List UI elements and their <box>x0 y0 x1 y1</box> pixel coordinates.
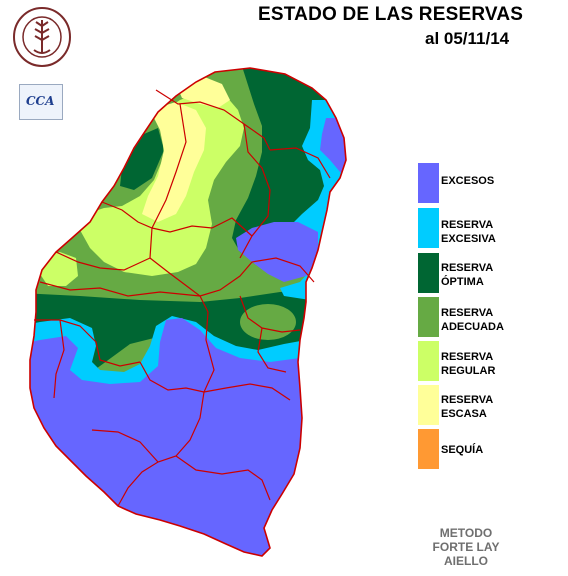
zone-excesos-ne <box>320 118 346 180</box>
department-borders <box>34 89 331 507</box>
legend-label-excesos: EXCESOS <box>441 175 495 187</box>
method-line-2: FORTE LAY <box>432 540 500 554</box>
bolsa-cereales-seal-logo <box>13 7 71 67</box>
method-note: METODO FORTE LAY AIELLO <box>424 526 508 568</box>
zone-escasa-center <box>142 102 206 222</box>
legend-label-regular: RESERVA REGULAR <box>441 351 496 377</box>
legend-swatch-escasa <box>418 385 439 425</box>
legend-label-optima: RESERVA ÓPTIMA <box>441 262 494 288</box>
zone-optima-nw <box>120 128 164 190</box>
cca-logo-text: CCA <box>26 94 55 108</box>
zone-excesos-east <box>236 222 318 282</box>
legend-swatch-excesos <box>418 163 439 203</box>
legend-swatch-excesiva <box>418 208 439 248</box>
legend-label-adecuada: RESERVA ADECUADA <box>441 307 504 333</box>
map-title: ESTADO DE LAS RESERVAS <box>258 4 524 25</box>
legend-swatch-adecuada <box>418 297 439 337</box>
legend-label-sequia: SEQUÍA <box>441 444 484 456</box>
legend-label-escasa: RESERVA ESCASA <box>441 394 494 420</box>
legend-swatch-regular <box>418 341 439 381</box>
legend-swatch-optima <box>418 253 439 293</box>
cca-logo: CCA <box>19 84 63 120</box>
map-date: al 05/11/14 <box>425 29 510 48</box>
method-line-1: METODO <box>439 526 493 540</box>
zone-adecuada-center <box>240 304 296 340</box>
method-line-3: AIELLO <box>444 554 488 568</box>
legend-label-excesiva: RESERVA EXCESIVA <box>441 219 496 245</box>
legend-swatch-sequia <box>418 429 439 469</box>
